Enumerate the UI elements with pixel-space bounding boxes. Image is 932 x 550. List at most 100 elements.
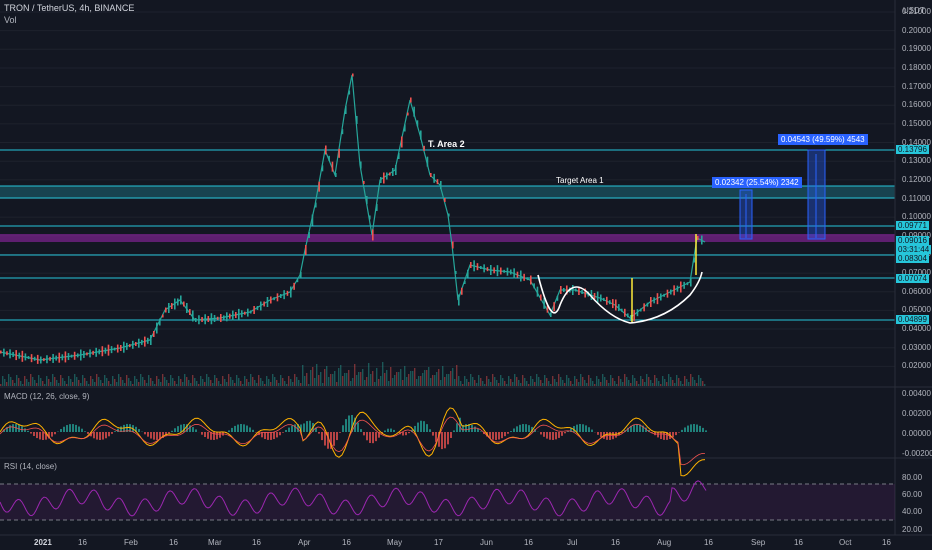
volume-bar <box>662 376 664 386</box>
macd-bar <box>696 424 698 432</box>
candle <box>110 346 113 354</box>
volume-bar <box>118 374 120 386</box>
volume-bar <box>568 378 570 386</box>
volume-bar <box>434 375 436 386</box>
symbol-title[interactable]: TRON / TetherUS, 4h, BINANCE <box>4 3 135 13</box>
macd-bar <box>81 428 83 432</box>
volume-bar <box>390 367 392 386</box>
volume-bar <box>570 381 572 386</box>
volume-bar <box>410 371 412 386</box>
volume-bar <box>326 366 328 386</box>
macd-bar <box>12 424 14 432</box>
candle <box>612 299 614 309</box>
candle <box>686 282 689 286</box>
volume-bar <box>644 382 646 386</box>
macd-bar <box>27 430 29 432</box>
macd-bar <box>324 432 326 446</box>
macd-bar <box>384 430 386 432</box>
macd-bar <box>165 432 167 436</box>
volume-bar <box>60 375 62 386</box>
macd-bar <box>630 425 632 432</box>
macd-bar <box>78 426 80 432</box>
candle <box>630 315 632 321</box>
volume-bar <box>580 374 582 386</box>
volume-bar <box>264 384 266 386</box>
volume-bar <box>470 374 472 386</box>
target-area-1-zone[interactable] <box>0 186 895 198</box>
macd-title[interactable]: MACD (12, 26, close, 9) <box>4 392 90 401</box>
volume-bar <box>12 380 14 386</box>
macd-bar <box>114 431 116 432</box>
volume-bar <box>72 382 74 386</box>
volume-bar <box>458 376 460 386</box>
volume-bar <box>674 383 676 386</box>
price-tag-0-08304: 0.08304 <box>896 254 929 263</box>
volume-bar <box>2 376 4 386</box>
target-area-2-label[interactable]: T. Area 2 <box>428 139 465 149</box>
candle <box>132 340 134 349</box>
macd-bar <box>351 415 353 432</box>
resistance-zone[interactable] <box>0 234 895 242</box>
macd-bar <box>204 432 206 438</box>
candle <box>550 313 552 317</box>
currency-label[interactable]: USDT <box>903 6 925 15</box>
candle <box>86 352 88 356</box>
volume-bar <box>384 373 386 386</box>
volume-bar <box>350 381 352 386</box>
volume-bar <box>112 376 114 386</box>
candle <box>293 282 295 290</box>
macd-bar <box>591 429 593 432</box>
volume-bar <box>636 381 638 386</box>
candle <box>410 97 412 103</box>
volume-bar <box>148 375 150 386</box>
volume-bar <box>652 383 654 386</box>
candle <box>621 308 623 312</box>
volume-bar <box>586 383 588 386</box>
candle <box>67 353 70 361</box>
candle <box>615 299 617 311</box>
volume-bar <box>36 383 38 386</box>
volume-bar <box>560 377 562 386</box>
volume-bar <box>634 378 636 386</box>
macd-bar <box>18 424 20 432</box>
volume-bar <box>146 383 148 386</box>
volume-label[interactable]: Vol <box>4 15 17 25</box>
volume-bar <box>74 374 76 386</box>
macd-bar <box>666 432 668 440</box>
measure-1-label[interactable]: 0.02342 (25.54%) 2342 <box>712 177 802 188</box>
volume-bar <box>188 380 190 386</box>
macd-bar <box>597 432 599 435</box>
volume-bar <box>516 377 518 386</box>
volume-bar <box>220 384 222 386</box>
candle <box>636 309 639 317</box>
volume-bar <box>650 380 652 386</box>
macd-bar <box>375 432 377 442</box>
candle <box>3 348 5 357</box>
rsi-title[interactable]: RSI (14, close) <box>4 462 57 471</box>
volume-bar <box>22 384 24 386</box>
volume-bar <box>440 380 442 386</box>
candle <box>496 265 499 277</box>
target-area-1-label[interactable]: Target Area 1 <box>556 176 604 185</box>
candle <box>376 204 378 211</box>
volume-bar <box>120 377 122 386</box>
candle <box>578 287 580 295</box>
candle <box>238 308 240 320</box>
rsi-tick: 40.00 <box>902 507 923 516</box>
measure-2-label[interactable]: 0.04543 (49.59%) 4543 <box>778 134 868 145</box>
candle <box>80 349 82 361</box>
volume-bar <box>476 383 478 386</box>
cup-pattern-curve[interactable] <box>537 271 703 324</box>
volume-bar <box>622 382 624 386</box>
volume-bar <box>690 374 692 386</box>
volume-bar <box>562 380 564 386</box>
volume-bar <box>394 375 396 386</box>
candle <box>690 277 692 287</box>
macd-bar <box>588 427 590 432</box>
candle <box>556 295 559 301</box>
volume-bar <box>134 376 136 386</box>
macd-bar <box>660 432 662 440</box>
volume-bar <box>598 379 600 386</box>
volume-bar <box>34 380 36 386</box>
